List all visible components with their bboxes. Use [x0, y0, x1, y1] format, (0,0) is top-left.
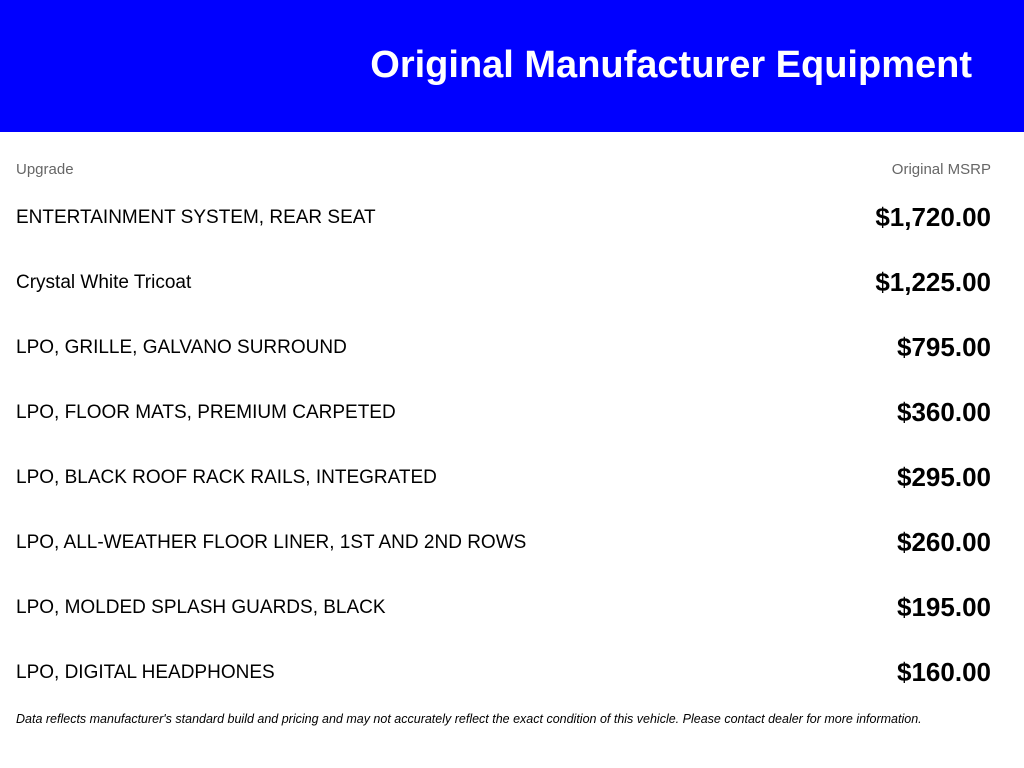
- equipment-name: LPO, GRILLE, GALVANO SURROUND: [16, 336, 347, 358]
- equipment-row: LPO, DIGITAL HEADPHONES $160.00: [16, 640, 991, 705]
- equipment-row: ENTERTAINMENT SYSTEM, REAR SEAT $1,720.00: [16, 185, 991, 250]
- page-title: Original Manufacturer Equipment: [370, 44, 972, 86]
- equipment-row: LPO, GRILLE, GALVANO SURROUND $795.00: [16, 315, 991, 380]
- equipment-row: LPO, MOLDED SPLASH GUARDS, BLACK $195.00: [16, 575, 991, 640]
- equipment-name: LPO, FLOOR MATS, PREMIUM CARPETED: [16, 401, 396, 423]
- equipment-price: $295.00: [897, 462, 991, 492]
- equipment-price: $795.00: [897, 332, 991, 362]
- equipment-price: $195.00: [897, 592, 991, 622]
- equipment-name: LPO, ALL-WEATHER FLOOR LINER, 1ST AND 2N…: [16, 531, 527, 553]
- equipment-row: LPO, BLACK ROOF RACK RAILS, INTEGRATED $2…: [16, 445, 991, 510]
- header-banner: Original Manufacturer Equipment: [0, 0, 1024, 132]
- equipment-price: $260.00: [897, 527, 991, 557]
- equipment-name: Crystal White Tricoat: [16, 271, 192, 293]
- equipment-price: $160.00: [897, 657, 991, 687]
- disclaimer: Data reflects manufacturer's standard bu…: [16, 712, 922, 726]
- equipment-name: LPO, DIGITAL HEADPHONES: [16, 661, 275, 683]
- equipment-price: $360.00: [897, 397, 991, 427]
- equipment-price: $1,720.00: [875, 202, 991, 232]
- column-headers: Upgrade Original MSRP: [16, 161, 991, 178]
- column-header-upgrade: Upgrade: [16, 161, 74, 178]
- equipment-row: LPO, FLOOR MATS, PREMIUM CARPETED $360.00: [16, 380, 991, 445]
- equipment-row: Crystal White Tricoat $1,225.00: [16, 250, 991, 315]
- equipment-row: LPO, ALL-WEATHER FLOOR LINER, 1ST AND 2N…: [16, 510, 991, 575]
- equipment-list: ENTERTAINMENT SYSTEM, REAR SEAT $1,720.00…: [16, 185, 991, 705]
- column-header-msrp: Original MSRP: [891, 161, 991, 178]
- equipment-name: LPO, BLACK ROOF RACK RAILS, INTEGRATED: [16, 466, 437, 488]
- equipment-price: $1,225.00: [875, 267, 991, 297]
- equipment-name: ENTERTAINMENT SYSTEM, REAR SEAT: [16, 206, 376, 228]
- equipment-name: LPO, MOLDED SPLASH GUARDS, BLACK: [16, 596, 386, 618]
